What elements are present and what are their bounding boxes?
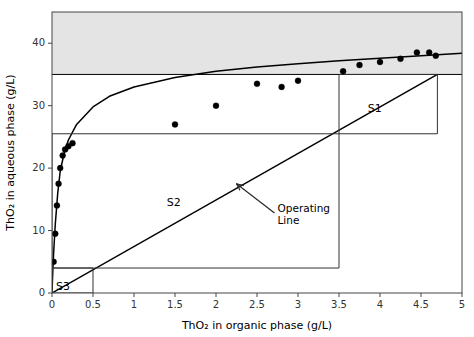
point xyxy=(54,203,60,209)
marks xyxy=(52,12,462,293)
x-tick xyxy=(175,293,176,297)
chart: S3 S2 S1 OperatingLine 0 0.5 1 1.5 2 2.5 3 3.5 4 4.5 5… xyxy=(0,0,474,337)
stage-label: S1 xyxy=(368,102,382,115)
stage-label: S2 xyxy=(167,196,181,209)
x-tick xyxy=(462,293,463,297)
x-tick xyxy=(339,293,340,297)
x-tick-label: 1.5 xyxy=(167,299,183,310)
x-tick-label: 2 xyxy=(213,299,219,310)
point xyxy=(340,68,346,74)
point xyxy=(414,50,420,56)
x-tick-label: 0 xyxy=(49,299,55,310)
x-tick xyxy=(216,293,217,297)
point xyxy=(213,103,219,109)
point xyxy=(56,181,62,187)
y-tick xyxy=(48,293,52,294)
y-tick-label: 30 xyxy=(32,100,45,111)
point xyxy=(433,53,439,59)
x-tick xyxy=(421,293,422,297)
x-tick xyxy=(52,293,53,297)
stage-box xyxy=(52,268,339,269)
stage-box xyxy=(437,74,438,133)
x-tick xyxy=(134,293,135,297)
x-tick xyxy=(93,293,94,297)
point xyxy=(295,78,301,84)
y-tick xyxy=(48,105,52,106)
y-tick-label: 10 xyxy=(32,225,45,236)
point xyxy=(377,59,383,65)
point xyxy=(172,121,178,127)
stage-label: S3 xyxy=(56,280,70,293)
x-tick-label: 2.5 xyxy=(249,299,265,310)
y-tick-label: 40 xyxy=(32,37,45,48)
point xyxy=(52,259,57,265)
stage-box xyxy=(339,74,437,75)
y-tick xyxy=(48,43,52,44)
x-tick xyxy=(298,293,299,297)
point xyxy=(70,140,76,146)
y-tick-label: 20 xyxy=(32,162,45,173)
x-tick-label: 4 xyxy=(377,299,383,310)
x-tick-label: 5 xyxy=(459,299,465,310)
x-tick xyxy=(257,293,258,297)
x-tick-label: 1 xyxy=(131,299,137,310)
annotation-arrow xyxy=(237,184,275,213)
stage-box xyxy=(339,134,340,268)
point xyxy=(398,56,404,62)
y-tick xyxy=(48,230,52,231)
plot-area xyxy=(52,12,462,293)
y-axis-label: ThO₂ in aqueous phase (g/L) xyxy=(4,74,17,231)
line xyxy=(52,74,437,293)
stage-box xyxy=(52,133,339,134)
top-strip xyxy=(52,12,462,74)
x-tick-label: 4.5 xyxy=(413,299,429,310)
x-tick-label: 0.5 xyxy=(85,299,101,310)
stage-box xyxy=(339,74,340,133)
point xyxy=(426,50,432,56)
x-axis-label: ThO₂ in organic phase (g/L) xyxy=(181,319,332,332)
point xyxy=(357,62,363,68)
stage-box xyxy=(93,268,94,293)
annotation: OperatingLine xyxy=(278,202,331,226)
point xyxy=(254,81,260,87)
line xyxy=(52,53,462,293)
x-tick-label: 3.5 xyxy=(331,299,347,310)
x-tick xyxy=(380,293,381,297)
frame xyxy=(52,12,462,293)
x-tick-label: 3 xyxy=(295,299,301,310)
point xyxy=(52,231,58,237)
point xyxy=(279,84,285,90)
point xyxy=(60,153,66,159)
y-tick-label: 0 xyxy=(39,287,45,298)
line xyxy=(52,74,462,75)
point xyxy=(57,165,63,171)
y-tick xyxy=(48,168,52,169)
stage-box xyxy=(339,133,437,134)
